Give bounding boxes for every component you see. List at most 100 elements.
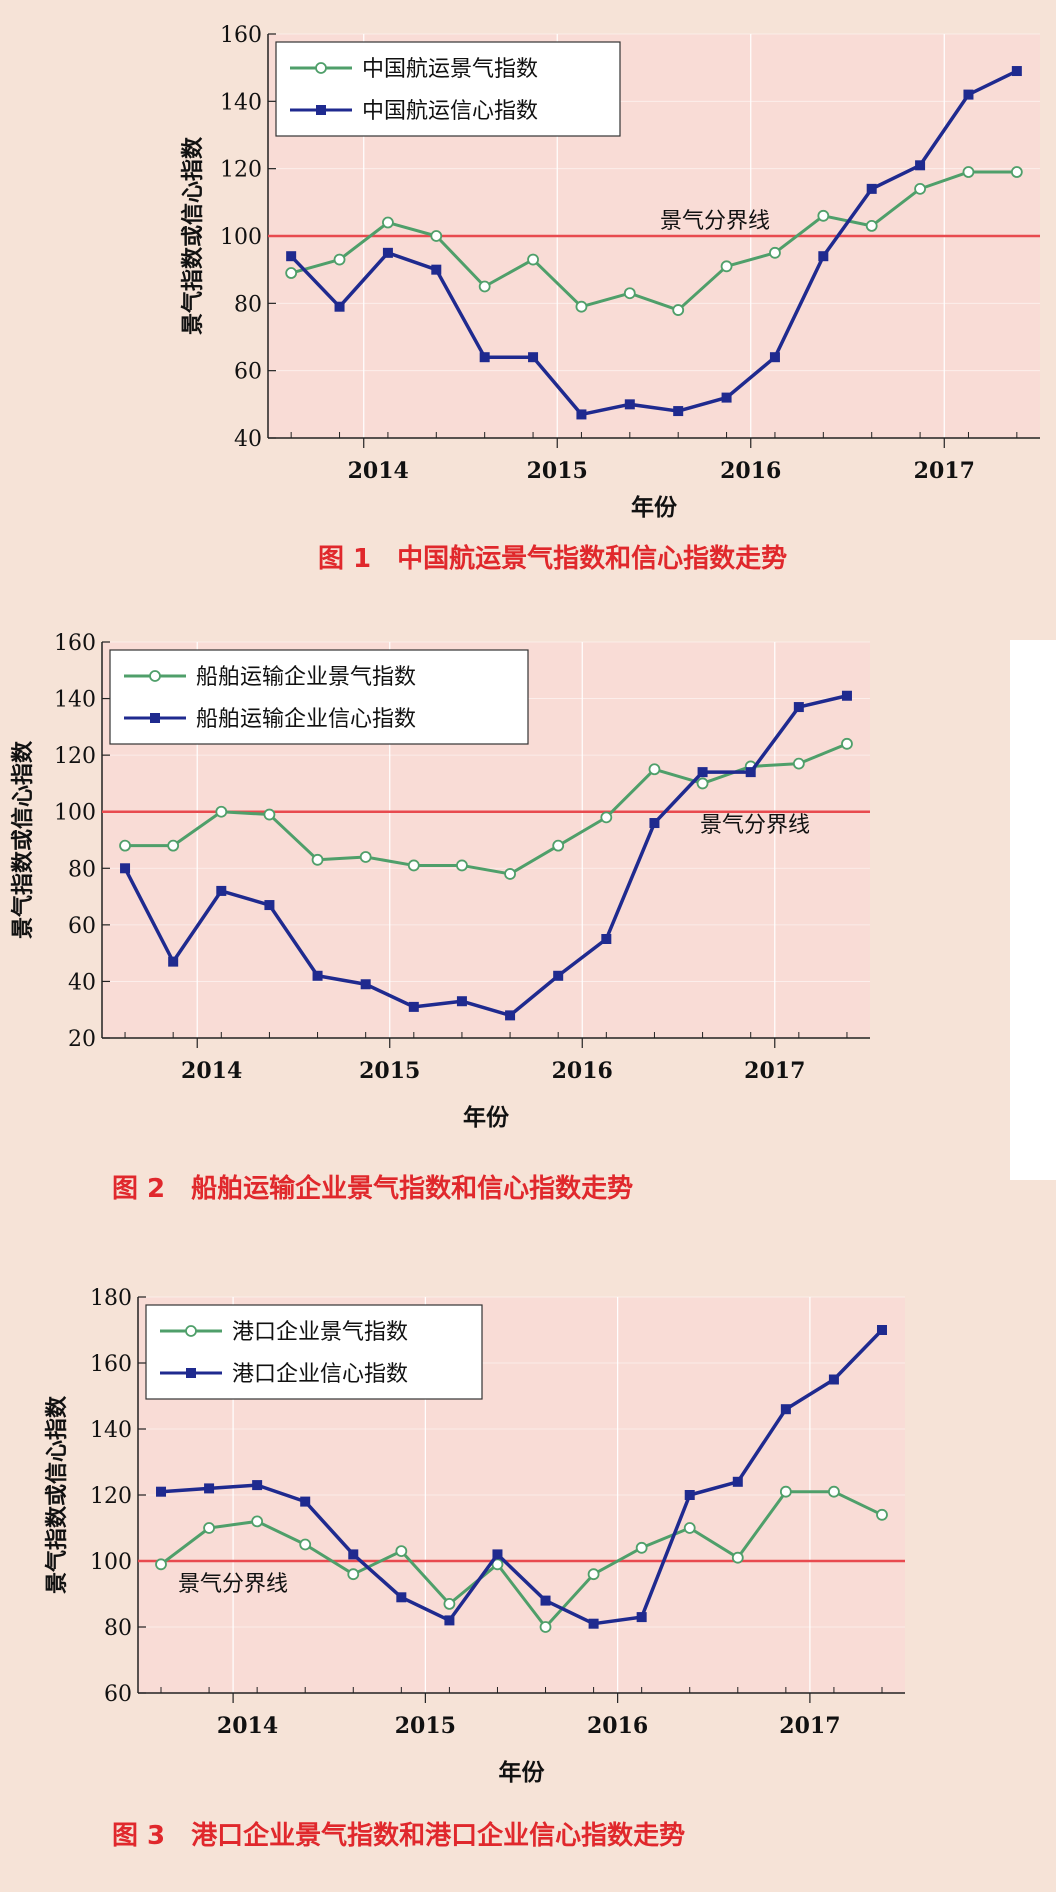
series-1-point bbox=[745, 767, 756, 778]
series-1-point bbox=[540, 1595, 551, 1606]
y-tick-label: 120 bbox=[54, 744, 96, 769]
series-1-point bbox=[780, 1404, 791, 1415]
series-1-point bbox=[334, 301, 345, 312]
legend-0-label: 中国航运景气指数 bbox=[362, 57, 538, 82]
x-tick-label: 2017 bbox=[779, 1713, 840, 1739]
series-0-point bbox=[635, 1541, 648, 1554]
x-tick-label: 2016 bbox=[720, 458, 781, 484]
x-axis-label: 年份 bbox=[631, 494, 678, 521]
x-tick-label: 2016 bbox=[552, 1058, 613, 1084]
series-0-line bbox=[290, 170, 1017, 312]
legend-0-label: 船舶运输企业景气指数 bbox=[196, 665, 416, 690]
series-1-point bbox=[505, 1010, 516, 1021]
series-1-point bbox=[576, 409, 587, 420]
series-0-point bbox=[600, 811, 613, 824]
series-1-point bbox=[312, 970, 323, 981]
y-tick-label: 40 bbox=[234, 427, 262, 452]
y-tick-label: 180 bbox=[90, 1286, 132, 1311]
y-axis-label: 景气指数或信心指数 bbox=[10, 740, 36, 939]
y-tick-label: 140 bbox=[90, 1418, 132, 1443]
series-0-point bbox=[587, 1568, 600, 1581]
series-0-point bbox=[648, 763, 661, 776]
threshold-label: 景气分界线 bbox=[178, 1572, 288, 1597]
x-axis-label: 年份 bbox=[463, 1104, 510, 1131]
legend-0-marker bbox=[185, 1325, 197, 1337]
y-tick-label: 20 bbox=[68, 1027, 96, 1052]
figure-3: 60 80 100 120 140 160 180 2014 2015 2016 2017 年份 景气指… bbox=[0, 1265, 1056, 1892]
series-1-point bbox=[588, 1618, 599, 1629]
x-tick-label: 2014 bbox=[217, 1713, 278, 1739]
series-0-point bbox=[623, 287, 636, 300]
series-0-point bbox=[865, 219, 878, 232]
series-0-point bbox=[311, 853, 324, 866]
series-0-point bbox=[876, 1508, 888, 1521]
series-1-point bbox=[697, 767, 708, 778]
legend-box bbox=[275, 41, 621, 137]
legend-1-label: 中国航运信心指数 bbox=[362, 99, 538, 124]
series-1-point bbox=[915, 160, 926, 171]
series-1-point bbox=[300, 1496, 311, 1507]
series-1-point bbox=[168, 956, 179, 967]
series-0-point bbox=[395, 1545, 408, 1558]
legend-1-marker bbox=[150, 713, 160, 723]
series-0-point bbox=[504, 868, 516, 880]
y-tick-label: 120 bbox=[220, 158, 262, 183]
series-1-point bbox=[156, 1486, 167, 1497]
y-axis-label: 景气指数或信心指数 bbox=[44, 1395, 70, 1594]
series-1-point bbox=[528, 352, 539, 363]
series-0-point bbox=[263, 808, 276, 821]
series-0-point bbox=[203, 1522, 215, 1534]
series-0-point bbox=[299, 1538, 312, 1551]
series-0-point bbox=[285, 267, 298, 279]
series-1-point bbox=[963, 89, 974, 100]
y-tick-label: 140 bbox=[54, 688, 96, 713]
series-1-point bbox=[828, 1374, 839, 1385]
series-0-point bbox=[407, 859, 420, 872]
series-0-line bbox=[125, 742, 848, 876]
legend-0-marker bbox=[315, 62, 327, 74]
series-1-point bbox=[1011, 66, 1022, 77]
series-1-line bbox=[123, 694, 848, 1018]
series-0-point bbox=[359, 851, 372, 863]
y-tick-label: 40 bbox=[68, 970, 96, 995]
series-1-point bbox=[264, 900, 275, 911]
series-1-point bbox=[252, 1480, 263, 1491]
y-tick-label: 100 bbox=[220, 225, 262, 250]
series-0-point bbox=[575, 300, 588, 313]
series-1-point bbox=[673, 406, 684, 417]
series-1-point bbox=[216, 885, 227, 896]
y-tick-label: 60 bbox=[104, 1682, 132, 1707]
series-0-line bbox=[160, 1490, 883, 1629]
series-1-point bbox=[866, 183, 877, 194]
series-1-point bbox=[732, 1476, 743, 1487]
x-tick-label: 2014 bbox=[181, 1058, 242, 1084]
series-0-point bbox=[527, 253, 539, 266]
white-margin-box bbox=[1010, 640, 1056, 1180]
x-axis-label: 年份 bbox=[499, 1759, 546, 1786]
y-tick-label: 160 bbox=[54, 631, 96, 656]
series-1-point bbox=[360, 979, 371, 990]
y-tick-label: 100 bbox=[54, 801, 96, 826]
legend-1-marker bbox=[316, 105, 326, 115]
series-0-point bbox=[769, 246, 781, 259]
y-tick-label: 160 bbox=[220, 23, 262, 48]
series-0-point bbox=[683, 1522, 696, 1534]
series-1-point bbox=[876, 1325, 887, 1335]
y-tick-label: 60 bbox=[68, 914, 96, 939]
legend-1-label: 港口企业信心指数 bbox=[232, 1362, 408, 1387]
x-tick-label: 2017 bbox=[914, 458, 975, 484]
series-0-point bbox=[251, 1515, 264, 1528]
series-1-point bbox=[444, 1615, 455, 1626]
series-1-point bbox=[818, 251, 829, 262]
series-1-point bbox=[636, 1612, 647, 1623]
figure-2: 20 40 60 80 100 120 140 160 2014 2015 2016 2017 年份 景气… bbox=[0, 610, 1056, 1250]
legend-box bbox=[109, 649, 529, 745]
series-1-line bbox=[160, 1328, 884, 1626]
series-1-point bbox=[769, 352, 780, 363]
legend-box bbox=[145, 1304, 483, 1400]
series-0-point bbox=[478, 280, 491, 293]
y-tick-label: 80 bbox=[68, 857, 96, 882]
series-0-point bbox=[828, 1485, 840, 1498]
figure-2-caption: 图 2 船舶运输企业景气指数和信心指数走势 bbox=[112, 1174, 634, 1204]
series-1-point bbox=[431, 264, 442, 275]
